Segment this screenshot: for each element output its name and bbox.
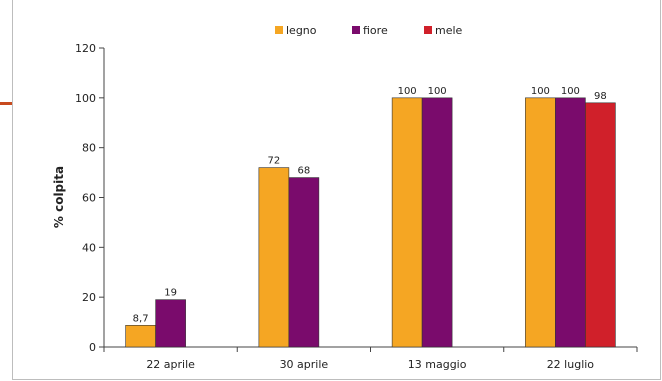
data-label: 100 [531, 86, 550, 97]
chart-frame [12, 0, 661, 380]
data-label: 8,7 [133, 313, 149, 324]
y-tick-label: 100 [75, 92, 96, 105]
legend-label-mele: mele [435, 24, 463, 37]
legend-swatch-mele [424, 26, 432, 34]
bars: 8,7 19 72 68 100 100 100 100 98 [125, 86, 616, 348]
legend-label-legno: legno [286, 24, 317, 37]
y-axis-label: % colpita [52, 166, 66, 228]
bar-fiore [155, 299, 186, 348]
bar-legno [125, 325, 156, 348]
y-tick-label: 60 [82, 192, 96, 205]
x-axis: 22 aprile 30 aprile 13 maggio 22 luglio [103, 346, 638, 371]
legend: legno fiore mele [275, 24, 463, 37]
data-label: 100 [428, 86, 447, 97]
bar-legno [258, 167, 290, 348]
accent-bar [0, 102, 12, 105]
bar-legno [391, 97, 423, 348]
bar-fiore [421, 97, 453, 348]
data-label: 19 [164, 288, 177, 299]
legend-label-fiore: fiore [363, 24, 388, 37]
data-label: 100 [398, 86, 417, 97]
y-tick-label: 0 [89, 341, 96, 354]
y-axis: 0 20 40 60 80 100 120 [75, 42, 105, 354]
x-tick-label: 22 aprile [146, 358, 195, 371]
data-label: 100 [561, 86, 580, 97]
y-tick-label: 80 [82, 142, 96, 155]
x-tick-label: 13 maggio [408, 358, 467, 371]
bar-mele [585, 102, 616, 348]
x-tick-label: 30 aprile [280, 358, 329, 371]
bar-legno [525, 97, 556, 348]
x-tick-label: 22 luglio [547, 358, 595, 371]
data-label: 68 [298, 166, 311, 177]
data-label: 72 [268, 156, 281, 167]
bar-fiore [288, 177, 320, 348]
y-tick-label: 20 [82, 291, 96, 304]
y-tick-label: 120 [75, 42, 96, 55]
legend-swatch-fiore [352, 26, 360, 34]
bar-fiore [555, 97, 586, 348]
data-label: 98 [594, 91, 607, 102]
y-tick-label: 40 [82, 241, 96, 254]
legend-swatch-legno [275, 26, 283, 34]
